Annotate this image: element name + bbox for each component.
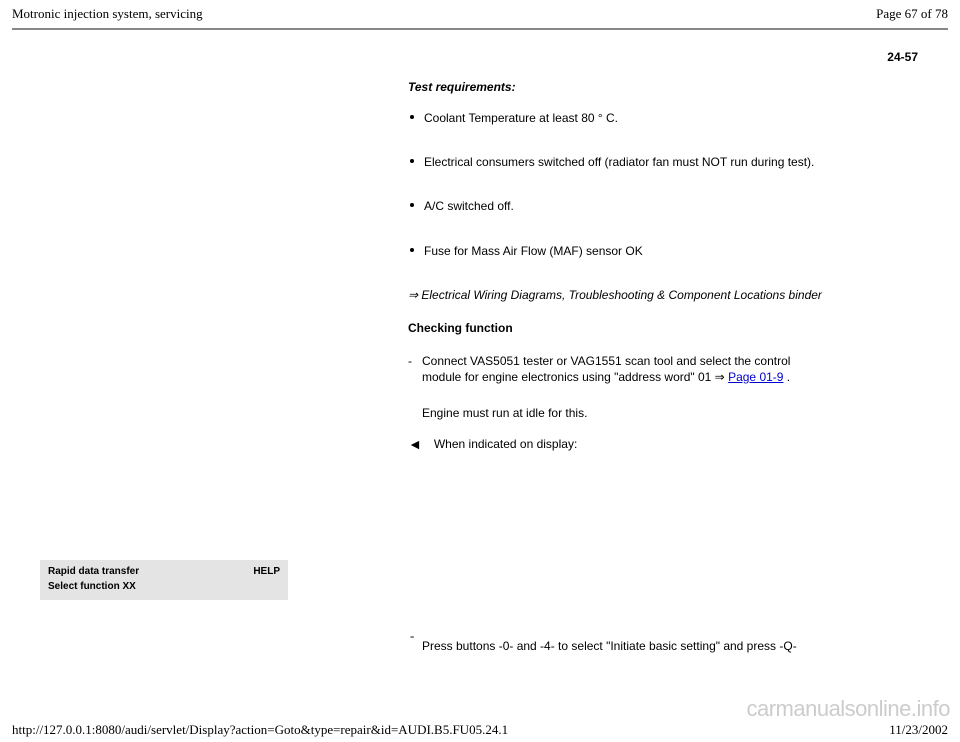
dash-marker: -	[410, 628, 414, 644]
page-link[interactable]: Page 01-9	[728, 370, 783, 384]
press-buttons-text: Press buttons -0- and -4- to select "Ini…	[422, 639, 797, 653]
page-reference: 24-57	[0, 30, 960, 70]
triangle-left-icon: ◄	[408, 436, 422, 452]
test-requirements-heading: Test requirements:	[408, 80, 830, 94]
step-text-suffix: .	[783, 370, 790, 384]
list-item: Coolant Temperature at least 80 ° C.	[408, 110, 830, 126]
footer-date: 11/23/2002	[889, 722, 948, 738]
instruction-block: - Press buttons -0- and -4- to select "I…	[408, 626, 920, 654]
footer-url: http://127.0.0.1:8080/audi/servlet/Displ…	[12, 722, 508, 738]
wiring-diagram-note: ⇒ Electrical Wiring Diagrams, Troublesho…	[408, 287, 830, 303]
display-help-label: HELP	[253, 566, 280, 577]
page-header: Motronic injection system, servicing Pag…	[0, 0, 960, 26]
display-line2: Select function XX	[48, 581, 280, 592]
doc-title: Motronic injection system, servicing	[12, 6, 203, 22]
step-item: Connect VAS5051 tester or VAG1551 scan t…	[408, 353, 830, 385]
watermark: carmanualsonline.info	[746, 696, 950, 722]
list-item: Electrical consumers switched off (radia…	[408, 154, 830, 170]
checking-function-heading: Checking function	[408, 321, 830, 335]
display-line1-left: Rapid data transfer	[48, 566, 139, 577]
requirements-list: Coolant Temperature at least 80 ° C. Ele…	[408, 110, 830, 259]
scan-tool-display: Rapid data transfer HELP Select function…	[40, 560, 288, 600]
list-item: Fuse for Mass Air Flow (MAF) sensor OK	[408, 243, 830, 259]
left-column	[40, 70, 380, 452]
main-content: Test requirements: Coolant Temperature a…	[380, 70, 920, 452]
page-counter: Page 67 of 78	[876, 6, 948, 22]
list-item: A/C switched off.	[408, 198, 830, 214]
idle-note: Engine must run at idle for this.	[408, 405, 830, 421]
page-footer: http://127.0.0.1:8080/audi/servlet/Displ…	[0, 722, 960, 738]
indicated-text: When indicated on display:	[434, 437, 577, 451]
indicated-row: ◄ When indicated on display:	[408, 436, 830, 452]
